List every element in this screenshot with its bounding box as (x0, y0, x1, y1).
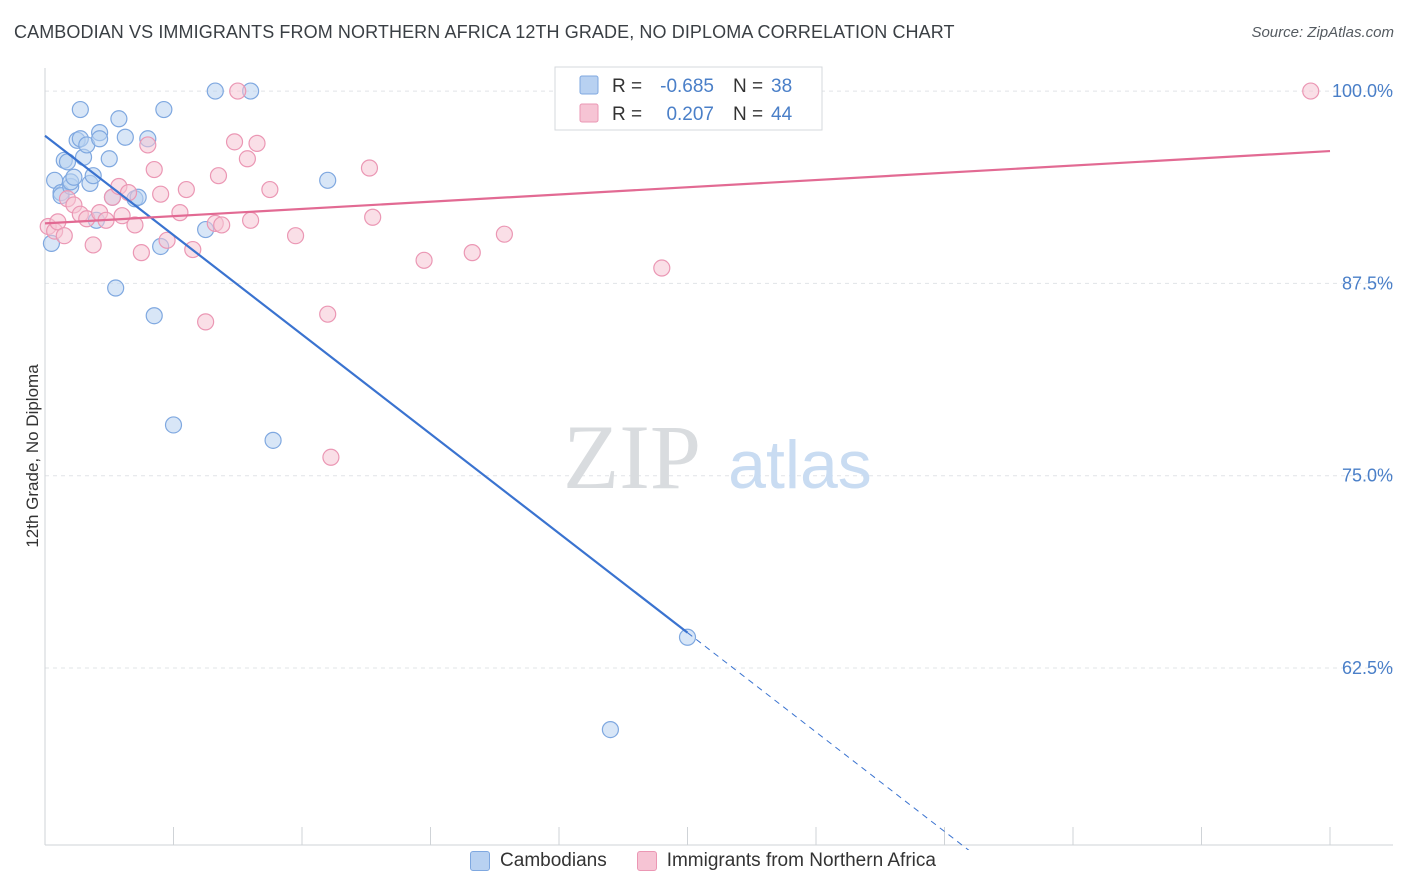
legend-r-value-1: -0.685 (660, 76, 714, 97)
point-cambodians (678, 628, 697, 646)
point-cambodians (206, 82, 224, 100)
axes (44, 68, 1393, 846)
point-cambodians (71, 100, 89, 119)
point-cambodians (319, 171, 337, 189)
point-immigrants (126, 216, 144, 234)
point-immigrants (319, 305, 337, 323)
legend-n-label-2: N = (733, 104, 763, 125)
point-cambodians (264, 431, 282, 449)
point-immigrants (132, 244, 150, 262)
point-immigrants (158, 231, 176, 249)
legend-item-cambodians: Cambodians (470, 850, 607, 872)
point-immigrants (463, 244, 481, 262)
point-immigrants (139, 136, 157, 154)
trend-line-cambodians-extension (687, 632, 970, 850)
point-cambodians (107, 279, 125, 297)
point-immigrants (360, 159, 379, 177)
y-tick-label: 87.5% (1342, 273, 1393, 293)
point-cambodians (110, 110, 128, 128)
point-cambodians (601, 721, 620, 739)
point-immigrants (415, 251, 433, 269)
legend-n-value-2: 44 (771, 104, 793, 125)
y-tick-label: 100.0% (1332, 81, 1393, 101)
legend-label-immigrants: Immigrants from Northern Africa (666, 850, 936, 871)
watermark-zip: ZIP (563, 406, 701, 508)
point-immigrants (213, 216, 231, 234)
point-immigrants (197, 313, 215, 331)
gridlines (45, 90, 1393, 669)
legend-n-value-1: 38 (771, 76, 792, 97)
scatter-chart: ZIP atlas 100.0%87.5%75.0%62.5%0.0%40.0%… (23, 66, 1393, 850)
legend-swatch-immigrants (579, 103, 599, 123)
legend-frame (554, 66, 823, 131)
legend-r-value-2: 0.207 (666, 104, 714, 125)
point-immigrants (242, 211, 260, 229)
point-immigrants (653, 259, 671, 277)
point-cambodians (164, 416, 183, 434)
point-immigrants (261, 180, 279, 199)
point-immigrants (248, 134, 266, 152)
legend-n-label-1: N = (733, 76, 763, 97)
y-tick-label: 62.5% (1342, 658, 1393, 678)
point-immigrants (177, 180, 195, 199)
legend-r-label-2: R = (612, 104, 642, 125)
point-cambodians (100, 150, 118, 168)
point-immigrants (119, 184, 138, 202)
point-cambodians (145, 307, 163, 325)
point-immigrants (364, 208, 382, 226)
point-cambodians (155, 100, 173, 119)
tick-labels: 100.0%87.5%75.0%62.5%0.0%40.0% (1332, 81, 1393, 678)
point-immigrants (322, 448, 340, 466)
point-immigrants (238, 150, 256, 168)
point-immigrants (152, 185, 170, 203)
point-immigrants (1302, 82, 1320, 100)
point-immigrants (225, 133, 244, 151)
point-cambodians (84, 167, 102, 185)
y-tick-label: 75.0% (1342, 466, 1393, 486)
legend-r-label-1: R = (612, 76, 642, 97)
legend-item-immigrants: Immigrants from Northern Africa (636, 850, 936, 872)
chart-title: CAMBODIAN VS IMMIGRANTS FROM NORTHERN AF… (14, 22, 955, 42)
trend-line-cambodians (44, 134, 689, 634)
stats-legend: R = -0.685 N = 38 R = 0.207 N = 44 (554, 66, 823, 131)
legend-label-cambodians: Cambodians (500, 850, 607, 871)
point-cambodians (91, 130, 109, 148)
watermark: ZIP atlas (563, 406, 872, 508)
trend-line-immigrants (44, 149, 1331, 225)
point-immigrants (229, 82, 247, 100)
point-immigrants (286, 227, 305, 245)
point-cambodians (116, 128, 134, 146)
point-immigrants (145, 160, 163, 179)
point-immigrants (171, 204, 189, 222)
point-immigrants (495, 225, 513, 243)
legend-swatch (470, 851, 491, 871)
point-immigrants (209, 167, 228, 185)
point-immigrants (84, 236, 102, 254)
series-legend: Cambodians Immigrants from Northern Afri… (0, 850, 1406, 872)
data-points (39, 82, 1320, 739)
point-immigrants (55, 227, 73, 245)
point-cambodians (65, 168, 83, 186)
trend-lines (44, 134, 1331, 850)
legend-swatch (636, 851, 657, 871)
source-label: Source: ZipAtlas.com (1251, 24, 1394, 41)
legend-swatch-cambodians (579, 75, 599, 95)
y-axis-title: 12th Grade, No Diploma (23, 364, 42, 548)
watermark-atlas: atlas (728, 427, 872, 503)
